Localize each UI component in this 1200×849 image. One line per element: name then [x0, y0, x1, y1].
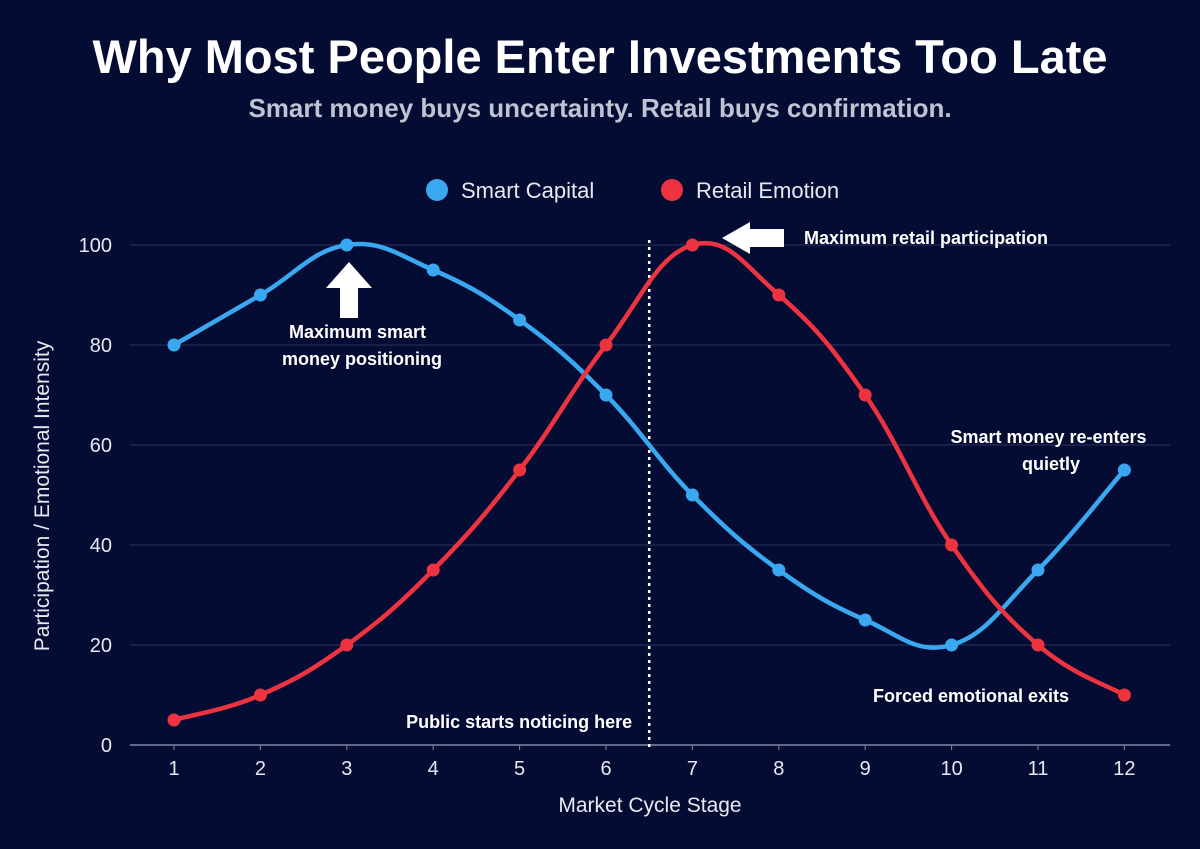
data-point-retail-emotion — [167, 713, 181, 727]
data-point-retail-emotion — [513, 463, 527, 477]
legend: Smart Capital Retail Emotion — [426, 178, 839, 203]
y-tick-label: 60 — [90, 435, 112, 457]
data-point-retail-emotion — [685, 238, 699, 252]
data-point-smart-capital — [513, 313, 527, 327]
data-point-retail-emotion — [426, 563, 440, 577]
smart-reenter-annotation-line: quietly — [1022, 454, 1080, 474]
data-point-retail-emotion — [340, 638, 354, 652]
y-tick-label: 20 — [90, 635, 112, 657]
smart-reenter-annotation-line: Smart money re-enters — [950, 427, 1146, 447]
chart-title: Why Most People Enter Investments Too La… — [93, 30, 1108, 83]
data-point-smart-capital — [167, 338, 181, 352]
x-tick-label: 7 — [687, 758, 698, 780]
data-point-smart-capital — [599, 388, 613, 402]
y-tick-label: 80 — [90, 335, 112, 357]
data-point-retail-emotion — [253, 688, 267, 702]
series-layer — [167, 238, 1131, 727]
data-point-smart-capital — [772, 563, 786, 577]
data-point-smart-capital — [426, 263, 440, 277]
x-tick-label: 12 — [1113, 758, 1135, 780]
data-point-smart-capital — [340, 238, 354, 252]
x-tick-label: 11 — [1028, 758, 1049, 780]
x-tick-label: 3 — [341, 758, 352, 780]
data-point-retail-emotion — [945, 538, 959, 552]
y-axis-ticks: 0 20 40 60 80 100 — [79, 235, 112, 757]
data-point-smart-capital — [1031, 563, 1045, 577]
data-point-retail-emotion — [599, 338, 613, 352]
data-point-smart-capital — [685, 488, 699, 502]
x-tick-label: 9 — [860, 758, 871, 780]
x-axis-label: Market Cycle Stage — [558, 794, 741, 817]
x-tick-label: 5 — [514, 758, 525, 780]
x-tick-label: 10 — [940, 758, 962, 780]
x-tick-label: 8 — [773, 758, 784, 780]
y-tick-label: 0 — [101, 735, 112, 757]
y-tick-label: 40 — [90, 535, 112, 557]
smart-reenter-annotation: Smart money re-enters quietly — [950, 427, 1151, 474]
forced-exits-annotation: Forced emotional exits — [873, 686, 1069, 706]
y-axis-label: Participation / Emotional Intensity — [31, 340, 54, 651]
smart-peak-annotation: Maximum smart money positioning — [282, 322, 442, 369]
data-point-retail-emotion — [1031, 638, 1045, 652]
smart-peak-arrow-icon — [326, 262, 372, 318]
public-notice-label: Public starts noticing here — [406, 712, 632, 732]
y-tick-label: 100 — [79, 235, 112, 257]
data-point-retail-emotion — [772, 288, 786, 302]
retail-peak-arrow-icon — [722, 222, 784, 254]
x-tick-label: 4 — [428, 758, 439, 780]
legend-label-smart-capital: Smart Capital — [461, 178, 594, 203]
smart-peak-annotation-line: Maximum smart — [289, 322, 426, 342]
smart-peak-annotation-line: money positioning — [282, 349, 442, 369]
data-point-retail-emotion — [1117, 688, 1131, 702]
data-point-smart-capital — [1117, 463, 1131, 477]
x-tick-label: 1 — [168, 758, 179, 780]
x-axis-ticks: 1 2 3 4 5 6 7 8 9 10 11 12 — [168, 745, 1136, 780]
legend-label-retail-emotion: Retail Emotion — [696, 178, 839, 203]
x-tick-label: 6 — [600, 758, 611, 780]
x-tick-label: 2 — [255, 758, 266, 780]
data-point-smart-capital — [945, 638, 959, 652]
retail-peak-annotation: Maximum retail participation — [804, 228, 1048, 248]
legend-marker-smart-capital — [426, 179, 448, 201]
chart-subtitle: Smart money buys uncertainty. Retail buy… — [248, 93, 951, 123]
legend-marker-retail-emotion — [661, 179, 683, 201]
data-point-smart-capital — [858, 613, 872, 627]
data-point-retail-emotion — [858, 388, 872, 402]
data-point-smart-capital — [253, 288, 267, 302]
